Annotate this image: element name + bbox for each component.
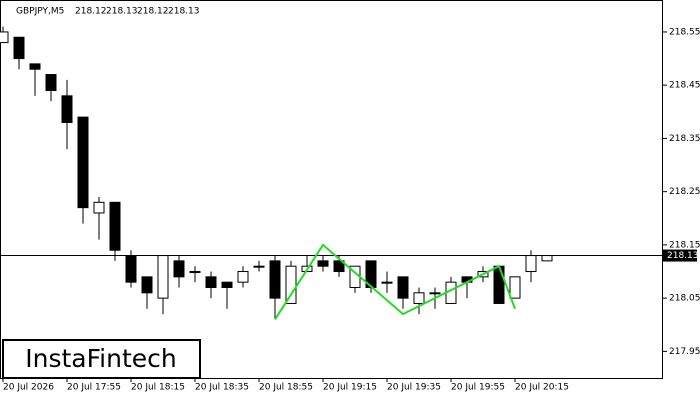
x-tick-label: 20 Jul 18:55 [259,383,313,393]
x-tick-label: 20 Jul 20:15 [515,383,569,393]
header-value: 218.13 [168,7,200,17]
x-tick-label: 20 Jul 19:55 [451,383,505,393]
pattern-line [274,243,516,320]
y-tick-label: 218.45 [669,81,700,91]
candle-body [77,116,89,209]
price-label-box [663,249,697,262]
candle-body [0,31,9,44]
y-tick-label: 218.15 [669,240,700,250]
candle-body [525,255,537,273]
x-tick-label: 20 Jul 17:55 [67,383,121,393]
brand: InstaFintech [25,344,177,373]
y-tick-label: 218.55 [669,27,700,37]
candle-body [61,95,73,123]
x-tick-label: 20 Jul 2026 [3,383,54,393]
candle-body [45,74,57,92]
x-tick-label: 20 Jul 18:15 [131,383,185,393]
brand-box [2,339,201,379]
price-label: 218.13 [667,251,699,261]
candle-body [173,260,185,278]
candle-body [237,271,249,283]
header-value: 218.13 [106,7,138,17]
candle-body [109,201,121,251]
y-tick-label: 217.95 [669,347,700,357]
candle-body [141,276,153,294]
chart-title: GBPJPY,M5 [16,7,64,17]
candle-body [509,276,521,299]
candle-body [93,201,105,214]
candle-body [285,265,297,304]
candle-body [317,260,329,267]
candle-body [413,292,425,304]
x-tick-label: 20 Jul 19:15 [323,383,377,393]
candle-body [221,281,233,288]
x-tick-label: 20 Jul 18:35 [195,383,249,393]
candle-body [541,255,553,262]
candle-body [157,255,169,299]
candle-body [493,265,505,304]
candle-body [189,271,201,274]
candle-body [269,260,281,299]
x-tick-label: 20 Jul 19:35 [387,383,441,393]
candle-body [253,265,265,268]
candle-body [397,276,409,299]
candle-body [429,292,441,295]
candle-body [13,36,25,60]
y-tick-label: 218.35 [669,134,700,144]
plot-frame [0,0,663,379]
candle-body [333,260,345,273]
y-tick-label: 218.25 [669,187,700,197]
y-tick-label: 218.05 [669,294,700,304]
header-value: 218.12 [75,7,107,17]
candle-body [125,255,137,283]
candle-body [205,276,217,288]
candle-body [29,63,41,70]
header-value: 218.12 [137,7,169,17]
candle-body [381,281,393,284]
